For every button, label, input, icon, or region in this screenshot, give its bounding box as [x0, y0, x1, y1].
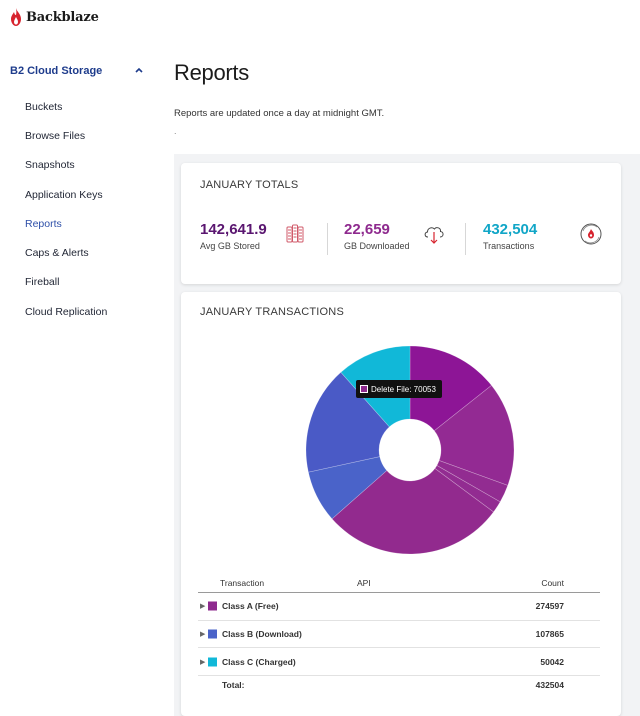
brand-name: Backblaze [26, 9, 99, 25]
row-count: 50042 [540, 656, 564, 667]
stat-avg-gb-stored: 142,641.9 Avg GB Stored [200, 221, 267, 251]
update-note: Reports are updated once a day at midnig… [174, 108, 385, 119]
row-count: 274597 [535, 601, 564, 612]
expand-caret-icon[interactable]: ▶ [200, 631, 206, 639]
table-row-class-b[interactable]: ▶ Class B (Download) 107865 [198, 621, 600, 649]
column-header-count: Count [541, 578, 564, 588]
page-title: Reports [174, 60, 249, 85]
donut-slice[interactable] [436, 460, 509, 503]
flame-icon [11, 8, 21, 26]
tooltip-swatch [360, 385, 368, 393]
divider [465, 223, 466, 255]
sidebar-item-reports[interactable]: Reports [25, 217, 62, 230]
chevron-up-icon[interactable] [134, 66, 144, 74]
legend-swatch [208, 601, 217, 611]
stat-gb-downloaded: 22,659 GB Downloaded [344, 221, 410, 251]
sidebar-item-fireball[interactable]: Fireball [25, 276, 60, 289]
table-header: Transaction API Count [198, 575, 600, 593]
stat-value: 142,641.9 [200, 221, 267, 238]
stat-label: Avg GB Stored [200, 241, 260, 251]
cloud-download-icon [424, 227, 444, 244]
stat-transactions: 432,504 Transactions [483, 221, 537, 251]
sidebar-item-buckets[interactable]: Buckets [25, 100, 63, 113]
legend-swatch [208, 657, 217, 667]
sidebar-item-cloud-replication[interactable]: Cloud Replication [25, 305, 108, 318]
stat-value: 432,504 [483, 221, 538, 238]
donut-slice[interactable] [308, 456, 388, 520]
table-total-row: Total: 432504 [198, 676, 600, 696]
divider [327, 223, 328, 255]
transactions-title: JANUARY TRANSACTIONS [200, 306, 344, 318]
backblaze-logo[interactable]: Backblaze [10, 8, 99, 26]
stat-value: 22,659 [344, 221, 390, 238]
donut-slice[interactable] [331, 468, 494, 555]
column-header-transaction: Transaction [220, 578, 265, 588]
sidebar-item-application-keys[interactable]: Application Keys [25, 188, 103, 201]
table-row-class-c[interactable]: ▶ Class C (Charged) 50042 [198, 648, 600, 677]
stat-label: GB Downloaded [344, 241, 410, 251]
donut-slice[interactable] [409, 345, 492, 432]
tooltip-text: Delete File: 70053 [371, 384, 436, 394]
transactions-table: Transaction API Count ▶ Class A (Free) 2… [198, 575, 600, 696]
row-name: Class C (Charged) [222, 656, 296, 667]
legend-swatch [208, 629, 217, 639]
expand-caret-icon[interactable]: ▶ [200, 658, 206, 666]
sidebar-item-caps-alerts[interactable]: Caps & Alerts [25, 247, 89, 260]
transactions-icon [580, 223, 602, 245]
total-value: 432504 [535, 680, 564, 691]
chart-tooltip: Delete File: 70053 [356, 380, 442, 398]
table-row-class-a[interactable]: ▶ Class A (Free) 274597 [198, 593, 600, 621]
sidebar-section-b2-cloud-storage[interactable]: B2 Cloud Storage [0, 60, 160, 82]
transactions-donut-chart[interactable] [300, 340, 520, 560]
donut-slice[interactable] [433, 384, 515, 486]
totals-title: JANUARY TOTALS [200, 179, 299, 191]
row-count: 107865 [535, 629, 564, 640]
sidebar-section-label: B2 Cloud Storage [10, 65, 103, 77]
sidebar-item-snapshots[interactable]: Snapshots [25, 159, 75, 172]
donut-slice[interactable] [305, 371, 390, 473]
page-dot: . [174, 126, 177, 136]
sidebar-item-browse-files[interactable]: Browse Files [25, 129, 86, 142]
column-header-api: API [357, 578, 371, 588]
row-name: Class B (Download) [222, 629, 302, 640]
january-totals-card: JANUARY TOTALS 142,641.9 Avg GB Stored 2… [181, 163, 621, 284]
sidebar: B2 Cloud Storage Buckets Browse Files Sn… [0, 60, 160, 326]
stat-label: Transactions [483, 241, 535, 251]
total-label: Total: [222, 680, 245, 691]
row-name: Class A (Free) [222, 601, 279, 612]
sidebar-menu: Buckets Browse Files Snapshots Applicati… [0, 92, 160, 326]
expand-caret-icon[interactable]: ▶ [200, 603, 206, 611]
storage-servers-icon [286, 224, 304, 243]
